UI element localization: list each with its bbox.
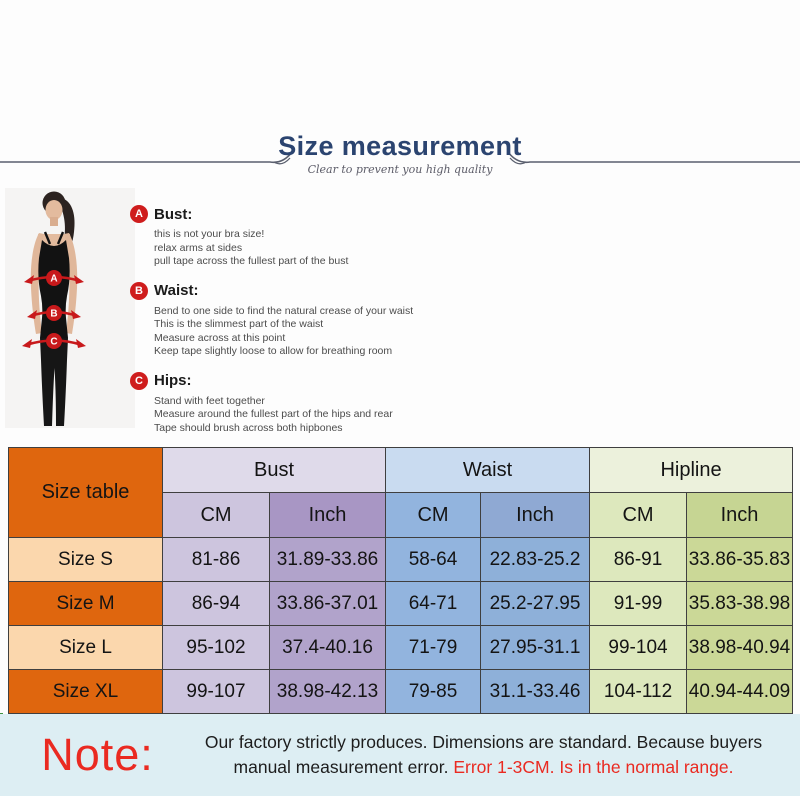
title-block: Size measurement Clear to prevent you hi…	[0, 131, 800, 176]
instruction-line: Tape should brush across both hipbones	[154, 421, 343, 434]
measurement-instructions: A Bust: this is not your bra size! relax…	[130, 205, 460, 448]
note-label: Note:	[41, 729, 154, 780]
model-marker-b: B	[50, 309, 57, 320]
column-bust-cm: CM	[162, 492, 270, 538]
column-group-hipline: Hipline	[589, 447, 794, 493]
instruction-bust-label: Bust:	[154, 205, 193, 223]
cell-bust-inch: 33.86-37.01	[269, 581, 386, 626]
instruction-line: Stand with feet together	[154, 394, 265, 407]
size-label: Size M	[8, 581, 163, 626]
instruction-line: Bend to one side to find the natural cre…	[154, 304, 414, 317]
column-waist-inch: Inch	[479, 492, 591, 538]
cell-hipline-cm: 99-104	[589, 625, 688, 670]
column-group-waist: Waist	[384, 447, 591, 493]
instruction-bust: A Bust: this is not your bra size! relax…	[130, 205, 460, 269]
table-row-size-l: Size L 95-102 37.4-40.16 71-79 27.95-31.…	[8, 625, 794, 670]
instruction-line: Measure across at this point	[154, 331, 286, 344]
instruction-line: this is not your bra size!	[154, 228, 265, 240]
cell-waist-inch: 22.83-25.2	[479, 537, 591, 582]
note-line-2-black: manual measurement error.	[233, 757, 454, 777]
cell-waist-inch: 27.95-31.1	[479, 625, 591, 670]
cell-bust-cm: 86-94	[162, 581, 270, 626]
cell-hipline-inch: 40.94-44.09	[686, 669, 794, 714]
size-table-corner: Size table	[8, 447, 163, 538]
model-measurement-image: A B C	[5, 188, 135, 428]
cell-hipline-inch: 33.86-35.83	[686, 537, 794, 582]
instruction-waist: B Waist: Bend to one side to find the na…	[130, 281, 460, 359]
instruction-line: relax arms at sides	[154, 241, 243, 254]
cell-hipline-cm: 91-99	[589, 581, 688, 626]
marker-a-icon: A	[130, 205, 148, 223]
instruction-line: Measure around the fullest part of the h…	[154, 408, 393, 420]
cell-waist-cm: 58-64	[385, 537, 481, 582]
table-row-size-m: Size M 86-94 33.86-37.01 64-71 25.2-27.9…	[8, 581, 794, 626]
instruction-waist-label: Waist:	[154, 282, 199, 299]
column-waist-cm: CM	[385, 492, 481, 538]
bottom-margin	[0, 796, 800, 800]
note-text: Our factory strictly produces. Dimension…	[195, 730, 800, 781]
size-label: Size L	[8, 625, 163, 670]
marker-c-icon: C	[130, 371, 148, 390]
instruction-line: This is the slimmest part of the waist	[154, 318, 324, 330]
flourish-line-left	[0, 151, 293, 165]
cell-bust-cm: 95-102	[162, 625, 270, 670]
column-hipline-cm: CM	[589, 492, 688, 538]
cell-bust-inch: 31.89-33.86	[269, 537, 386, 582]
cell-waist-inch: 25.2-27.95	[479, 581, 591, 626]
cell-bust-inch: 38.98-42.13	[269, 669, 386, 714]
page-subtitle: Clear to prevent you high quality	[307, 163, 493, 176]
marker-b-icon: B	[130, 281, 148, 300]
instruction-hips-label: Hips:	[154, 372, 192, 389]
table-row-size-s: Size S 81-86 31.89-33.86 58-64 22.83-25.…	[8, 537, 794, 582]
instruction-hips: C Hips: Stand with feet together Measure…	[130, 371, 460, 436]
cell-hipline-inch: 38.98-40.94	[686, 625, 794, 670]
page-title: Size measurement	[278, 131, 522, 161]
note-line-1: Our factory strictly produces. Dimension…	[204, 731, 763, 752]
size-label: Size S	[8, 537, 163, 582]
note-line-2-red: Error 1-3CM. Is in the normal range.	[453, 757, 734, 777]
cell-waist-inch: 31.1-33.46	[479, 669, 591, 714]
note-banner: Note: Our factory strictly produces. Dim…	[0, 714, 800, 796]
note-line-2: manual measurement error. Error 1-3CM. I…	[195, 755, 772, 780]
column-bust-inch: Inch	[269, 492, 386, 538]
model-marker-c: C	[50, 337, 57, 348]
cell-hipline-cm: 104-112	[589, 669, 688, 714]
model-marker-a: A	[50, 274, 57, 285]
cell-waist-cm: 79-85	[385, 669, 481, 714]
size-table: Size table Bust Waist Hipline CM Inch CM…	[8, 447, 794, 714]
column-group-bust: Bust	[162, 447, 386, 493]
cell-waist-cm: 71-79	[385, 625, 481, 670]
size-label: Size XL	[8, 669, 163, 714]
cell-waist-cm: 64-71	[385, 581, 481, 626]
flourish-line-right	[507, 151, 800, 165]
column-hipline-inch: Inch	[686, 492, 794, 538]
cell-bust-cm: 99-107	[162, 669, 270, 714]
cell-bust-cm: 81-86	[162, 537, 270, 582]
cell-hipline-cm: 86-91	[589, 537, 688, 582]
instruction-line: pull tape across the fullest part of the…	[154, 255, 349, 267]
instruction-line: Keep tape slightly loose to allow for br…	[154, 345, 393, 357]
table-row-size-xl: Size XL 99-107 38.98-42.13 79-85 31.1-33…	[8, 669, 794, 714]
cell-hipline-inch: 35.83-38.98	[686, 581, 794, 626]
cell-bust-inch: 37.4-40.16	[269, 625, 386, 670]
